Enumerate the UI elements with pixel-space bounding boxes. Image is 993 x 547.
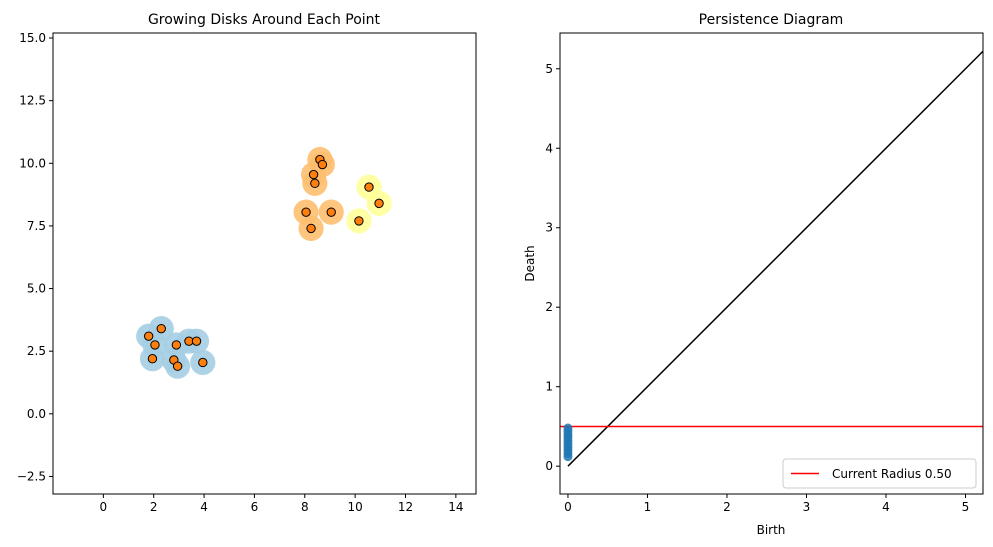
disk-plot-x-axis: 0 2 4 6 8 10 12 14 <box>100 494 463 514</box>
x-tick-label: 8 <box>301 500 309 514</box>
point-layer <box>143 154 384 371</box>
data-point <box>150 340 160 350</box>
y-tick-label: 12.5 <box>19 94 46 108</box>
persistence-point-layer <box>563 423 573 462</box>
legend-label: Current Radius 0.50 <box>832 467 952 481</box>
y-tick-label: 5 <box>545 62 553 76</box>
data-point <box>306 223 316 234</box>
y-tick-label: 2 <box>545 300 553 314</box>
y-tick-label: 0.0 <box>27 407 46 421</box>
data-point <box>317 159 328 170</box>
x-tick-label: 6 <box>251 500 259 514</box>
persistence-lines <box>560 50 984 467</box>
disk-plot-title: Growing Disks Around Each Point <box>148 12 381 28</box>
x-tick-label: 1 <box>644 500 652 514</box>
y-tick-label: 7.5 <box>27 219 46 233</box>
y-tick-label: 3 <box>545 221 553 235</box>
y-tick-label: 2.5 <box>27 344 46 358</box>
x-tick-label: 14 <box>448 500 463 514</box>
disk-plot: Growing Disks Around Each Point 0 2 4 6 8 10 1… <box>17 12 477 514</box>
x-tick-label: 4 <box>200 500 208 514</box>
y-tick-label: −2.5 <box>17 469 46 483</box>
data-point <box>143 331 154 341</box>
y-tick-label: 0 <box>545 459 553 473</box>
persistence-plot-y-axis: 0 1 2 3 4 5 <box>545 62 560 473</box>
data-point <box>310 178 320 189</box>
legend: Current Radius 0.50 <box>782 458 977 489</box>
x-axis-label: Birth <box>757 523 786 537</box>
persistence-plot-frame <box>559 32 984 495</box>
x-tick-label: 3 <box>803 500 811 514</box>
y-tick-label: 15.0 <box>19 31 46 45</box>
data-point <box>374 198 384 209</box>
x-tick-label: 4 <box>882 500 890 514</box>
y-tick-label: 5.0 <box>27 282 46 296</box>
data-point <box>354 216 364 226</box>
diagonal-line <box>567 50 984 467</box>
x-tick-label: 10 <box>348 500 363 514</box>
data-point <box>326 207 336 217</box>
persistence-plot-x-axis: 0 1 2 3 4 5 <box>564 494 969 514</box>
y-tick-label: 10.0 <box>19 156 46 170</box>
data-point <box>301 207 311 217</box>
disk-plot-frame <box>52 32 477 495</box>
data-point <box>171 340 182 350</box>
x-tick-label: 2 <box>723 500 731 514</box>
data-point <box>191 336 202 346</box>
y-tick-label: 4 <box>545 141 553 155</box>
x-tick-label: 0 <box>100 500 108 514</box>
data-point <box>308 169 319 180</box>
legend-box <box>782 458 977 489</box>
x-tick-label: 2 <box>150 500 158 514</box>
persistence-plot-title: Persistence Diagram <box>699 12 844 28</box>
persistence-point <box>563 423 573 433</box>
y-axis-label: Death <box>523 245 537 281</box>
data-point <box>156 323 166 334</box>
data-point <box>147 354 158 364</box>
data-point <box>198 357 208 368</box>
x-tick-label: 12 <box>398 500 413 514</box>
x-tick-label: 0 <box>564 500 572 514</box>
x-tick-label: 5 <box>962 500 970 514</box>
y-tick-label: 1 <box>545 380 553 394</box>
disk-plot-y-axis: −2.5 0.0 2.5 5.0 7.5 10.0 12.5 15.0 <box>17 31 53 483</box>
data-point <box>172 361 183 371</box>
data-point <box>364 182 374 192</box>
